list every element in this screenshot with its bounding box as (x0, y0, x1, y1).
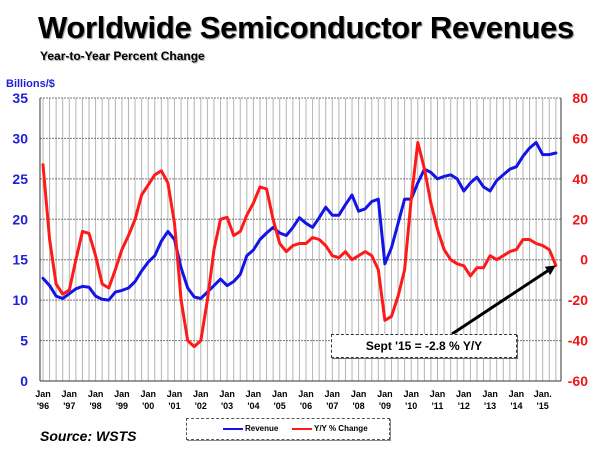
source-note: Source: WSTS (40, 428, 137, 444)
x-tick-label-year: '00 (142, 401, 154, 411)
x-tick-label-month: Jan. (534, 389, 552, 399)
x-tick-label-year: '14 (510, 401, 522, 411)
x-tick-label-month: Jan (88, 389, 104, 399)
x-tick-label-month: Jan (430, 389, 446, 399)
x-tick-label-year: '07 (326, 401, 338, 411)
x-tick-label-month: Jan (403, 389, 419, 399)
tick-labels: 0 5 10 15 20 25 30 35 -60 -40 -20 0 20 40 60 80 Jan '96 Ja… (12, 90, 588, 411)
x-tick-label-year: '08 (353, 401, 365, 411)
y-tick-label-left: 5 (20, 333, 28, 349)
series-lines (41, 141, 558, 349)
x-tick-label-month: Jan (482, 389, 498, 399)
y-tick-label-left: 30 (12, 130, 28, 146)
x-tick-label-month: Jan (35, 389, 51, 399)
axes (39, 98, 562, 382)
y-tick-label-left: 10 (12, 292, 28, 308)
series-line-yy-change (41, 141, 558, 349)
x-tick-label-year: '01 (168, 401, 180, 411)
x-tick-label-year: '10 (405, 401, 417, 411)
y-tick-label-right: -40 (568, 333, 588, 349)
y-tick-label-left: 15 (12, 252, 28, 268)
x-tick-label-year: '98 (90, 401, 102, 411)
x-tick-label-month: Jan (325, 389, 341, 399)
x-tick-label-month: Jan (219, 389, 235, 399)
y-tick-label-right: 60 (572, 130, 588, 146)
x-tick-label-year: '12 (458, 401, 470, 411)
y-tick-label-left: 0 (20, 373, 28, 389)
x-tick-label-year: '09 (379, 401, 391, 411)
x-tick-label-year: '15 (537, 401, 549, 411)
x-tick-label-month: Jan (114, 389, 130, 399)
y-tick-label-right: 20 (572, 211, 588, 227)
x-tick-label-year: '99 (116, 401, 128, 411)
legend-swatch-revenue (223, 427, 243, 430)
legend: Revenue Y/Y % Change (186, 418, 390, 440)
grid (40, 97, 561, 382)
legend-item-yy-change: Y/Y % Change (292, 424, 368, 433)
chart-title: Worldwide Semiconductor Revenues (38, 10, 574, 45)
y-tick-label-right: 80 (572, 90, 588, 106)
x-tick-label-year: '03 (221, 401, 233, 411)
legend-label-yy-change: Y/Y % Change (314, 424, 368, 433)
x-tick-label-year: '04 (247, 401, 259, 411)
y-tick-label-right: 0 (580, 252, 588, 268)
x-tick-label-month: Jan (272, 389, 288, 399)
x-tick-label-month: Jan (193, 389, 209, 399)
x-tick-label-year: '05 (274, 401, 286, 411)
y-tick-label-left: 35 (12, 90, 28, 106)
x-tick-label-month: Jan (167, 389, 183, 399)
series-line-revenue (41, 141, 558, 302)
x-tick-label-year: '06 (300, 401, 312, 411)
x-tick-label-year: '97 (63, 401, 75, 411)
x-tick-label-month: Jan (509, 389, 525, 399)
x-tick-label-month: Jan (377, 389, 393, 399)
legend-label-revenue: Revenue (245, 424, 279, 433)
y-tick-label-right: -20 (568, 292, 588, 308)
chart-subtitle: Year-to-Year Percent Change (40, 49, 205, 63)
x-tick-label-month: Jan (456, 389, 472, 399)
y-tick-label-left: 20 (12, 211, 28, 227)
legend-item-revenue: Revenue (223, 424, 278, 433)
annotation-box: Sept '15 = -2.8 % Y/Y (331, 334, 517, 358)
x-tick-label-year: '96 (37, 401, 49, 411)
x-tick-label-month: Jan (62, 389, 78, 399)
x-tick-label-month: Jan (298, 389, 314, 399)
y-tick-label-right: -60 (568, 373, 588, 389)
x-tick-label-month: Jan (140, 389, 156, 399)
x-tick-label-year: '13 (484, 401, 496, 411)
annotation-arrow (451, 265, 556, 336)
x-tick-label-month: Jan (351, 389, 367, 399)
annotation-arrow-shaft (451, 268, 551, 336)
y-tick-label-left: 25 (12, 171, 28, 187)
y-tick-label-right: 40 (572, 171, 588, 187)
x-tick-label-month: Jan (246, 389, 262, 399)
x-tick-label-year: '11 (432, 401, 444, 411)
x-tick-label-year: '02 (195, 401, 207, 411)
annotation-arrow-head (544, 265, 556, 276)
y-axis-label-left: Billions/$ (6, 78, 55, 90)
legend-swatch-yy-change (292, 427, 312, 430)
